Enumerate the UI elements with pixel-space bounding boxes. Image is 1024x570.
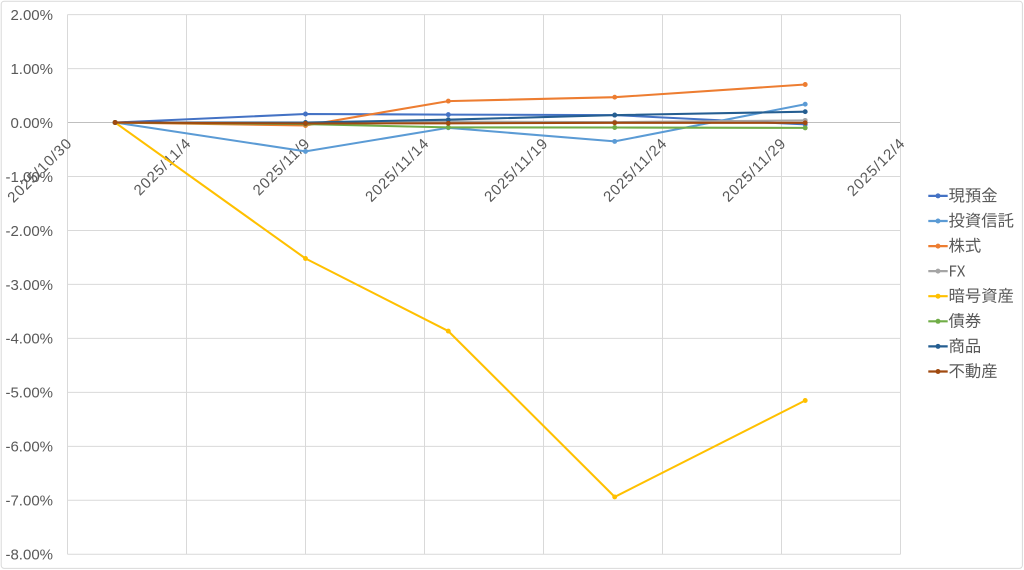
- svg-text:1.00%: 1.00%: [10, 61, 53, 78]
- svg-text:-3.00%: -3.00%: [5, 277, 53, 294]
- svg-text:2.00%: 2.00%: [10, 7, 53, 24]
- svg-text:-6.00%: -6.00%: [5, 439, 53, 456]
- svg-text:-1.00%: -1.00%: [5, 169, 53, 186]
- svg-text:-5.00%: -5.00%: [5, 385, 53, 402]
- svg-text:-4.00%: -4.00%: [5, 331, 53, 348]
- svg-text:-7.00%: -7.00%: [5, 493, 53, 510]
- svg-text:-8.00%: -8.00%: [5, 547, 53, 564]
- svg-text:-2.00%: -2.00%: [5, 223, 53, 240]
- svg-text:0.00%: 0.00%: [10, 115, 53, 132]
